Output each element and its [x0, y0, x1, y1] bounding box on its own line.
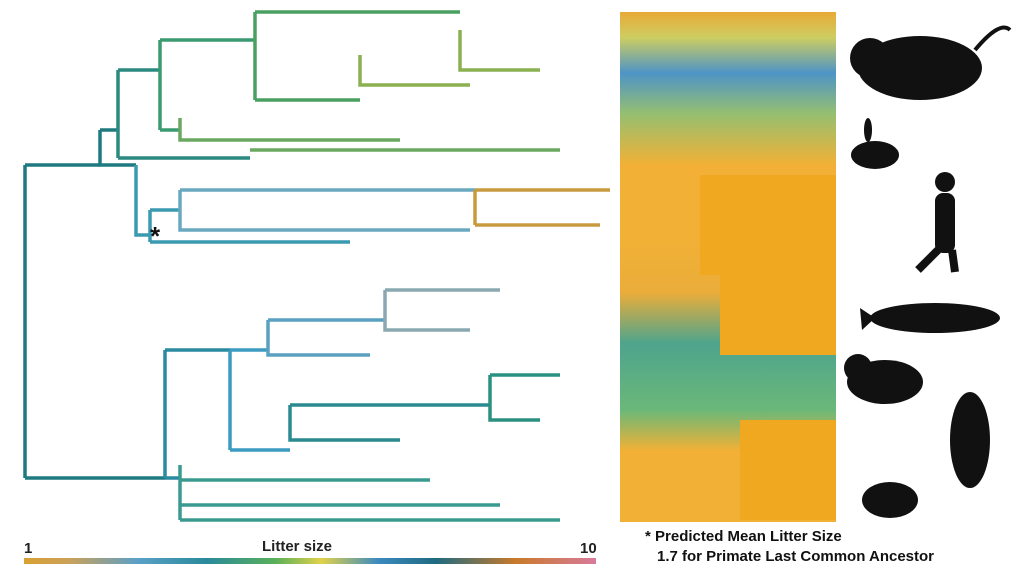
legend-title: Litter size — [262, 538, 333, 555]
rabbit-silhouette — [851, 118, 899, 169]
annotation-line2: 1.7 for Primate Last Common Ancestor — [657, 548, 935, 565]
legend-min-label: 1 — [24, 540, 33, 557]
annotation-line1: * Predicted Mean Litter Size — [645, 528, 842, 545]
tree-tips — [620, 12, 836, 522]
bat-silhouette — [950, 392, 990, 488]
human-silhouette — [915, 172, 959, 273]
ancestor-marker: * — [150, 221, 161, 251]
mole-silhouette — [862, 482, 918, 518]
rodent-silhouette — [850, 25, 1012, 100]
litter-size-color-scale — [24, 558, 596, 564]
legend-max-label: 10 — [580, 540, 597, 557]
whale-silhouette — [860, 303, 1000, 333]
tree-branches — [23, 10, 610, 522]
silhouettes — [844, 25, 1012, 518]
bear-silhouette — [844, 354, 923, 404]
